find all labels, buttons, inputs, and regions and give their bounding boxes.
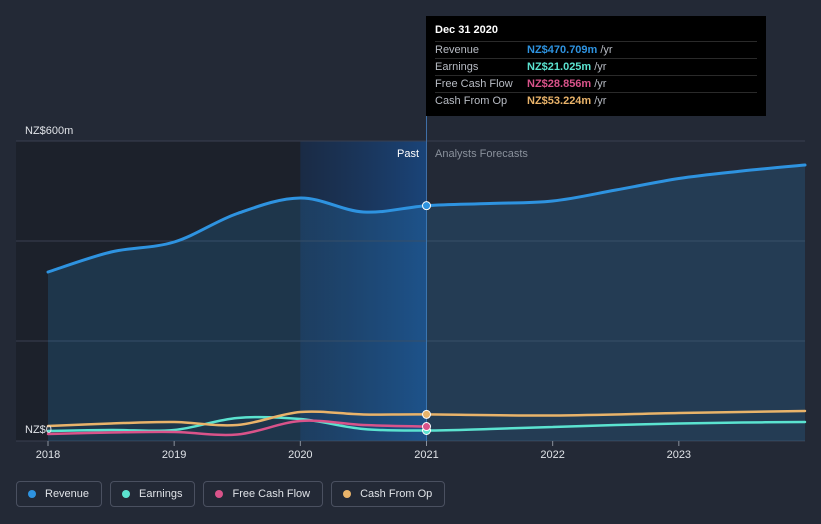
legend-dot-icon bbox=[28, 490, 36, 498]
legend-label: Earnings bbox=[139, 488, 183, 500]
tooltip-series-unit: /yr bbox=[594, 61, 607, 73]
tooltip-series-value: NZ$53.224m bbox=[527, 95, 592, 107]
tooltip-date: Dec 31 2020 bbox=[435, 24, 498, 36]
x-tick-label: 2022 bbox=[540, 449, 564, 461]
free-cash-flow-marker bbox=[422, 422, 431, 432]
x-tick-label: 2019 bbox=[162, 449, 186, 461]
past-region-label: Past bbox=[397, 148, 419, 160]
y-axis-bottom-label: NZ$0 bbox=[25, 424, 52, 436]
highlight-band bbox=[300, 141, 427, 441]
tooltip-series-value: NZ$21.025m bbox=[527, 61, 592, 73]
tooltip-row: Earnings NZ$21.025m/yr bbox=[435, 58, 757, 75]
x-tick-label: 2021 bbox=[414, 449, 438, 461]
tooltip-series-value: NZ$28.856m bbox=[527, 78, 592, 90]
legend-label: Revenue bbox=[45, 488, 90, 500]
cash-from-op-marker bbox=[422, 409, 431, 419]
tooltip-series-name: Earnings bbox=[435, 61, 479, 73]
legend-dot-icon bbox=[215, 490, 224, 498]
legend: Revenue Earnings Free Cash Flow Cash From O… bbox=[16, 481, 446, 507]
forecast-region-label: Analysts Forecasts bbox=[435, 148, 528, 160]
tooltip-series-name: Free Cash Flow bbox=[435, 78, 513, 90]
revenue-area bbox=[48, 165, 805, 441]
legend-item-cash-from-op[interactable]: Cash From Op bbox=[331, 481, 446, 507]
free-cash-flow-line bbox=[46, 419, 428, 437]
tooltip-series-unit: /yr bbox=[600, 44, 613, 56]
data-tooltip: Dec 31 2020 Revenue NZ$470.709m/yr Earning… bbox=[426, 16, 766, 116]
revenue-line bbox=[46, 163, 807, 274]
tooltip-row: Cash From Op NZ$53.224m/yr bbox=[435, 92, 757, 109]
legend-item-earnings[interactable]: Earnings bbox=[110, 481, 196, 507]
legend-item-free-cash-flow[interactable]: Free Cash Flow bbox=[203, 481, 324, 507]
cash-from-op-line bbox=[46, 409, 807, 428]
legend-label: Cash From Op bbox=[360, 488, 433, 500]
tooltip-series-name: Cash From Op bbox=[435, 95, 508, 107]
legend-dot-icon bbox=[122, 490, 131, 498]
tooltip-series-value: NZ$470.709m bbox=[527, 44, 598, 56]
x-tick-label: 2018 bbox=[36, 449, 60, 461]
x-tick-label: 2020 bbox=[288, 449, 312, 461]
tooltip-row: Revenue NZ$470.709m/yr bbox=[435, 41, 757, 58]
revenue-marker bbox=[422, 201, 431, 211]
tooltip-row: Free Cash Flow NZ$28.856m/yr bbox=[435, 75, 757, 92]
legend-item-revenue[interactable]: Revenue bbox=[16, 481, 103, 507]
legend-label: Free Cash Flow bbox=[232, 488, 311, 500]
x-tick-label: 2023 bbox=[667, 449, 691, 461]
legend-dot-icon bbox=[343, 490, 352, 498]
tooltip-series-unit: /yr bbox=[594, 95, 607, 107]
y-axis-top-label: NZ$600m bbox=[25, 125, 73, 137]
tooltip-series-name: Revenue bbox=[435, 44, 480, 56]
tooltip-series-unit: /yr bbox=[594, 78, 607, 90]
